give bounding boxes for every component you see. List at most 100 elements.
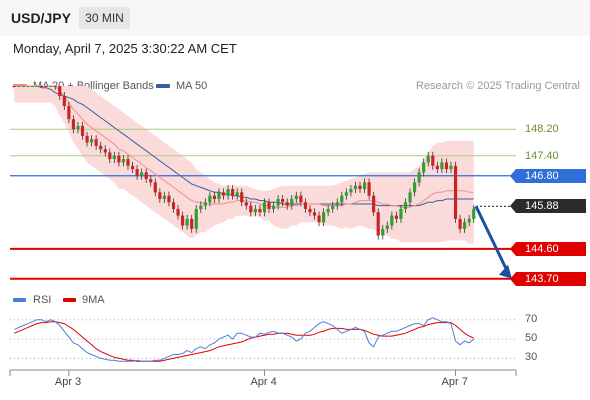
candle-body <box>162 195 166 199</box>
candle-body <box>235 192 239 196</box>
candle-body <box>294 195 298 199</box>
candle-body <box>422 162 426 173</box>
candle-body <box>326 208 330 213</box>
candle-body <box>390 215 394 226</box>
candle-body <box>203 202 207 206</box>
candle-body <box>322 212 326 223</box>
candle-body <box>417 172 421 183</box>
rsi-tick-label: 30 <box>525 351 538 364</box>
candle-body <box>185 218 189 226</box>
level-label-146-80: 146.80 <box>510 168 586 183</box>
candle-body <box>258 208 262 213</box>
candle-body <box>149 179 153 183</box>
candle-body <box>130 165 135 170</box>
candle-body <box>117 155 121 163</box>
rsi-line <box>14 317 475 362</box>
candle-body <box>135 169 139 176</box>
candle-body <box>449 165 453 170</box>
candle-body <box>80 125 85 136</box>
candle-body <box>176 208 180 216</box>
candle-body <box>212 195 217 199</box>
candle-body <box>58 86 62 96</box>
candle-body <box>112 155 116 160</box>
forecast-link <box>473 205 477 210</box>
rsi-ma-legend-label: 9MA <box>82 294 105 306</box>
candle-body <box>85 135 89 143</box>
candle-body <box>353 185 358 190</box>
candle-body <box>308 208 312 213</box>
candle-body <box>362 182 367 190</box>
candle-body <box>221 192 226 196</box>
candle-body <box>126 159 130 166</box>
datetime-label: Monday, April 7, 2025 3:30:22 AM CET <box>13 41 237 56</box>
candle-body <box>453 165 458 219</box>
candle-body <box>367 182 371 196</box>
candle-body <box>35 86 39 87</box>
candle-body <box>290 198 294 206</box>
candle-body <box>394 215 398 219</box>
candle-body <box>158 192 162 199</box>
forecast-arrow-shaft <box>474 205 510 274</box>
level-label-147-40: 147.40 <box>525 149 559 162</box>
candle-body <box>76 125 80 130</box>
candle-body <box>440 162 444 170</box>
candle-body <box>62 96 66 106</box>
level-label-148-20: 148.20 <box>525 123 559 136</box>
candle-body <box>26 86 30 87</box>
ma50-legend-label: MA 50 <box>176 80 208 92</box>
candle-body <box>408 192 412 203</box>
candle-body <box>276 198 280 206</box>
candle-body <box>267 202 271 209</box>
x-tick-label: Apr 3 <box>54 376 82 388</box>
symbol-title: USD/JPY <box>11 10 71 26</box>
candle-body <box>385 225 389 229</box>
rsi-ma-legend-swatch <box>63 298 76 302</box>
candle-body <box>340 195 344 203</box>
candle-body <box>472 208 476 219</box>
rsi-tick-label: 50 <box>525 332 538 345</box>
research-credit: Research © 2025 Trading Central <box>415 80 580 92</box>
candle-body <box>312 212 317 216</box>
candle-body <box>30 86 35 87</box>
candle-body <box>376 212 380 236</box>
candle-body <box>335 202 339 206</box>
candle-body <box>99 145 103 150</box>
candle-body <box>171 202 176 209</box>
candle-body <box>344 192 348 196</box>
candle-body <box>17 86 21 87</box>
candle-body <box>180 215 185 226</box>
candle-body <box>317 215 321 223</box>
candle-body <box>103 149 107 153</box>
candle-body <box>217 192 221 199</box>
candle-body <box>349 189 353 193</box>
candle-body <box>299 195 303 203</box>
candle-body <box>458 218 462 229</box>
candle-body <box>49 86 53 87</box>
candle-body <box>426 155 430 163</box>
candle-body <box>372 195 376 213</box>
candle-body <box>431 155 435 166</box>
top-bar: USD/JPY 30 MIN <box>0 0 590 36</box>
candle-body <box>331 205 335 209</box>
candle-body <box>39 86 44 87</box>
level-label-144-60: 144.60 <box>510 241 586 256</box>
candle-body <box>90 139 94 143</box>
candle-body <box>240 192 244 203</box>
candle-body <box>381 228 385 236</box>
candle-body <box>281 198 285 203</box>
candle-body <box>412 182 417 193</box>
bollinger-band <box>14 86 474 244</box>
candle-body <box>140 172 144 176</box>
candle-body <box>94 139 98 146</box>
candle-body <box>194 208 198 229</box>
candle-body <box>444 162 449 170</box>
candle-body <box>21 86 25 87</box>
candle-body <box>12 86 16 87</box>
candle-body <box>244 202 248 206</box>
timeframe-button[interactable]: 30 MIN <box>79 7 130 29</box>
level-label-145-88: 145.88 <box>510 199 586 214</box>
candle-body <box>71 119 76 130</box>
candle-body <box>435 165 439 170</box>
candle-body <box>190 218 194 229</box>
